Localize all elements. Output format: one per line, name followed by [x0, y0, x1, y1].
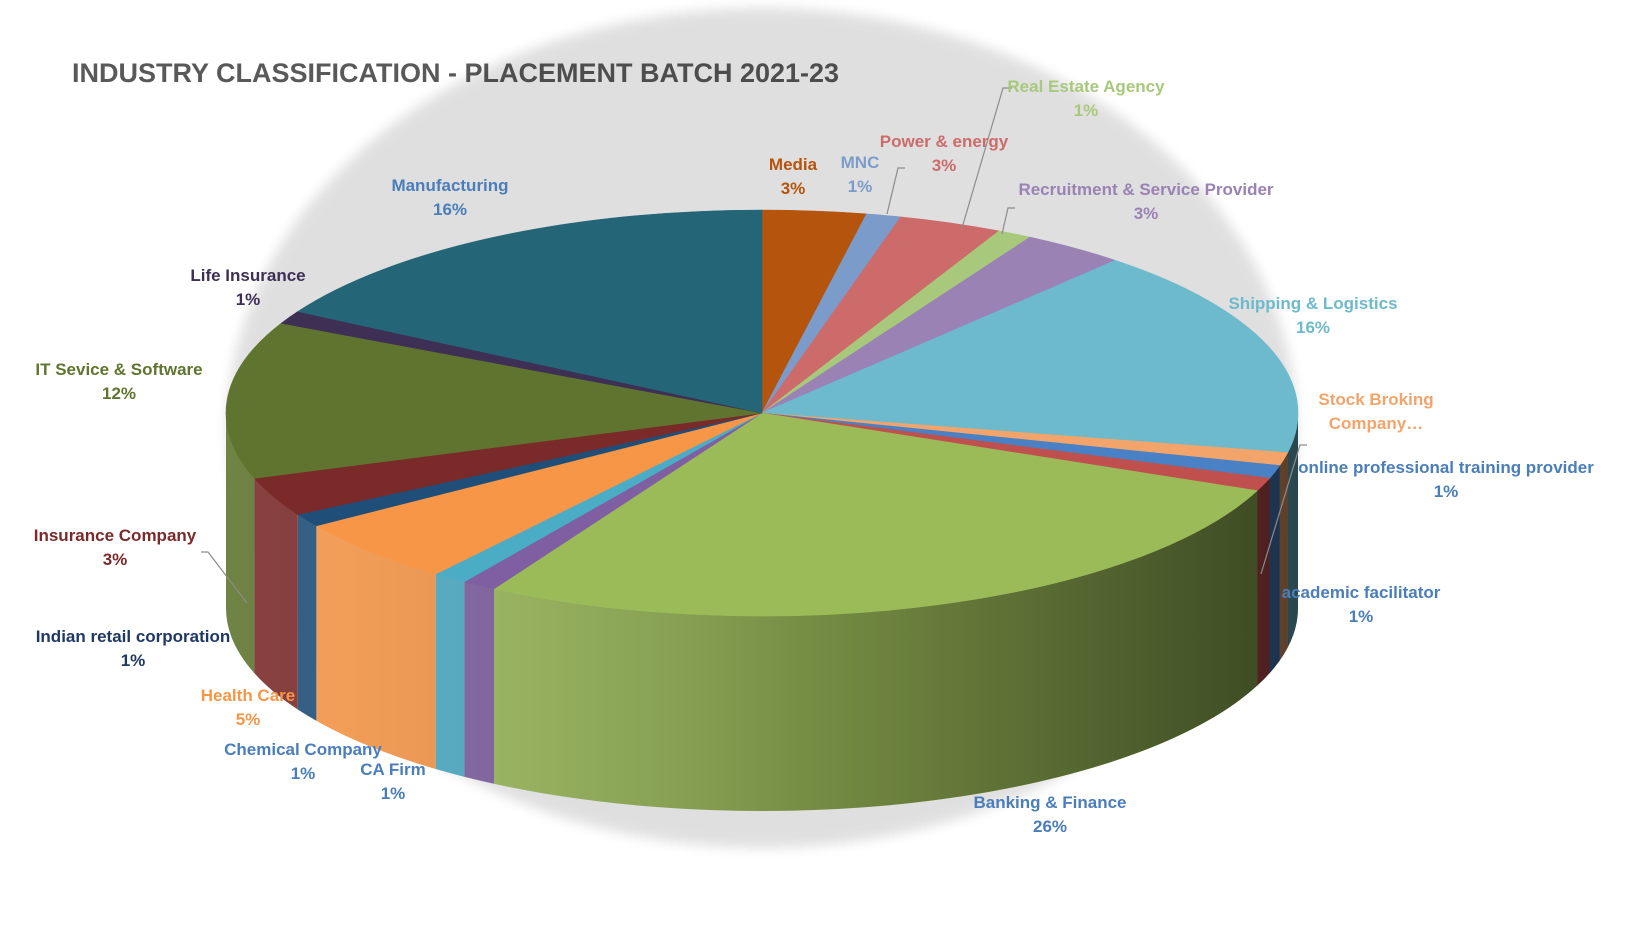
pie-slice-health-care [315, 412, 763, 575]
label-ca-firm: CA Firm 1% [360, 760, 426, 803]
label-health-care: Health Care 5% [201, 686, 295, 729]
label-shipping-logistics: Shipping & Logistics 16% [1228, 294, 1397, 337]
label-chemical-company: Chemical Company 1% [224, 740, 382, 783]
data-labels: Media 3% MNC 1%Power & energy 3% Real Estate … [34, 77, 1594, 836]
leader-real-estate-agency [961, 87, 1012, 229]
leader-recruitment-service-provider [1001, 207, 1015, 235]
label-mnc: MNC 1% [841, 153, 880, 196]
label-insurance-company: Insurance Company 3% [34, 526, 197, 569]
label-it-sevice-software: IT Sevice & Software 12% [35, 360, 202, 403]
pie-slice-manufacturing [297, 209, 763, 414]
label-recruitment-service-provider: Recruitment & Service Provider 3% [1018, 180, 1273, 223]
label-stock-broking-company: Stock Broking Company… [1318, 390, 1433, 433]
label-online-professional-training-provider: online professional training provider 1% [1298, 458, 1594, 501]
leader-lines [201, 87, 1307, 604]
label-power-energy: Power & energy 3% [880, 132, 1009, 175]
pie-slice-it-sevice-software [225, 322, 763, 479]
label-media: Media 3% [769, 155, 818, 198]
leader-stock-broking [1260, 444, 1307, 575]
pie-slices [225, 209, 1299, 617]
label-indian-retail-corporation: Indian retail corporation 1% [36, 627, 231, 670]
label-real-estate-agency: Real Estate Agency 1% [1007, 77, 1165, 120]
leader-insurance-company [201, 551, 248, 604]
label-life-insurance: Life Insurance 1% [190, 266, 305, 309]
leader-power-energy [886, 167, 905, 215]
label-banking-finance: Banking & Finance 26% [973, 793, 1126, 836]
label-academic-facilitator: academic facilitator 1% [1282, 583, 1441, 626]
pie-sides [226, 413, 1298, 811]
pie-side-shading [226, 413, 1298, 811]
pie-slice-shipping-logistics [761, 260, 1299, 453]
label-manufacturing: Manufacturing 16% [391, 176, 508, 219]
